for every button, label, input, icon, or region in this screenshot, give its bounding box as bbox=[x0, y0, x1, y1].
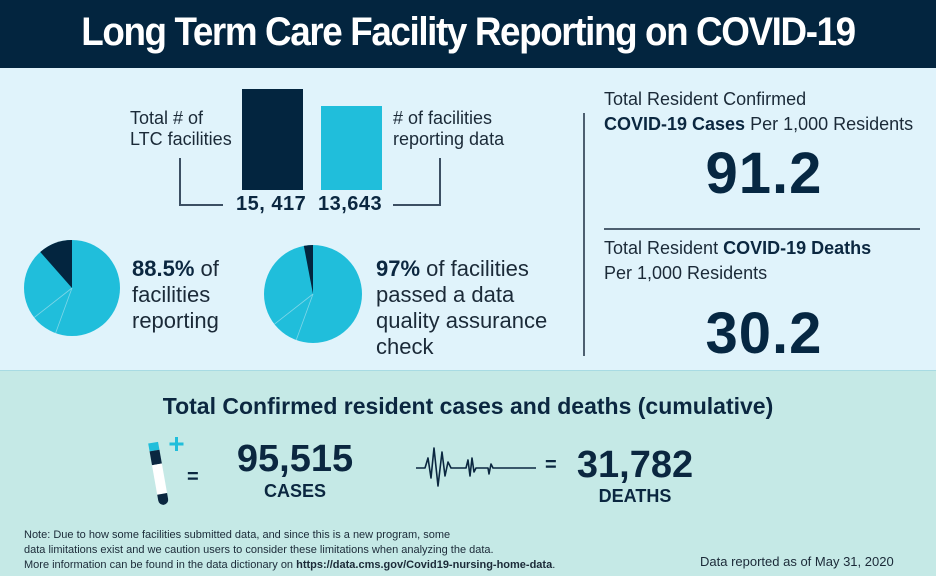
cases-rate-value: 91.2 bbox=[705, 141, 823, 206]
total-facilities-label: Total # of LTC facilities bbox=[130, 108, 232, 150]
data-dictionary-link[interactable]: https://data.cms.gov/Covid19-nursing-hom… bbox=[296, 559, 553, 571]
report-date: Data reported as of May 31, 2020 bbox=[700, 554, 894, 569]
vertical-divider bbox=[583, 113, 585, 356]
quality-pie-slice-remaining bbox=[303, 245, 313, 294]
deaths-equals: = bbox=[545, 454, 557, 476]
reporting-facilities-label: # of facilities reporting data bbox=[393, 108, 504, 150]
quality-text-line4: check bbox=[376, 334, 434, 359]
reporting-text-rest: of bbox=[194, 256, 219, 281]
page-title: Long Term Care Facility Reporting on COV… bbox=[81, 10, 856, 54]
footnote-line2: data limitations exist and we caution us… bbox=[24, 544, 494, 556]
header-banner: Long Term Care Facility Reporting on COV… bbox=[0, 0, 936, 68]
cases-equals: = bbox=[187, 466, 199, 488]
reporting-text-line2: facilities bbox=[132, 282, 211, 307]
right-bracket bbox=[393, 158, 441, 206]
total-label-line2: LTC facilities bbox=[130, 129, 232, 149]
heartbeat-flatline-icon bbox=[416, 447, 536, 487]
reporting-pie-chart bbox=[24, 240, 120, 336]
quality-pie-slice-edge bbox=[274, 293, 314, 325]
reporting-label-line1: # of facilities bbox=[393, 108, 493, 128]
deaths-rate-value: 30.2 bbox=[705, 301, 823, 366]
reporting-facilities-bar bbox=[321, 106, 382, 190]
cumulative-title: Total Confirmed resident cases and death… bbox=[162, 393, 774, 419]
quality-text-line3: quality assurance bbox=[376, 308, 548, 333]
cumulative-deaths-value: 31,782 bbox=[576, 444, 694, 486]
quality-text-rest: of facilities bbox=[420, 256, 529, 281]
total-facilities-value: 15, 417 bbox=[236, 193, 307, 215]
cumulative-cases-value: 95,515 bbox=[236, 438, 354, 480]
total-label-line1: Total # of bbox=[130, 108, 204, 128]
cases-rate-label-rest: Per 1,000 Residents bbox=[745, 114, 914, 134]
footnote: Note: Due to how some facilities submitt… bbox=[24, 528, 555, 573]
quality-percent: 97% bbox=[376, 256, 421, 281]
left-bracket bbox=[179, 158, 223, 206]
deaths-rate-label-bold: COVID-19 Deaths bbox=[723, 238, 872, 258]
reporting-facilities-value: 13,643 bbox=[318, 193, 383, 215]
reporting-percent: 88.5% bbox=[132, 256, 195, 281]
cases-rate-label: Total Resident Confirmed COVID-19 Cases … bbox=[604, 87, 913, 137]
quality-pie-slice-edge bbox=[295, 293, 314, 341]
reporting-label-line2: reporting data bbox=[393, 129, 505, 149]
deaths-rate-label-line2: Per 1,000 Residents bbox=[604, 263, 768, 283]
quality-pie-text: 97% of facilities passed a data quality … bbox=[376, 256, 547, 360]
footnote-line1: Note: Due to how some facilities submitt… bbox=[24, 529, 451, 541]
total-facilities-bar bbox=[242, 89, 303, 190]
deaths-rate-label-pre: Total Resident bbox=[604, 238, 724, 258]
cases-rate-label-line1: Total Resident Confirmed bbox=[604, 89, 807, 109]
summary-panel bbox=[0, 68, 936, 370]
quality-pie-chart bbox=[264, 245, 362, 343]
reporting-pie-text: 88.5% of facilities reporting bbox=[132, 256, 219, 334]
cumulative-cases-caption: CASES bbox=[263, 481, 326, 501]
horizontal-divider bbox=[604, 228, 920, 230]
cumulative-deaths-caption: DEATHS bbox=[598, 486, 672, 506]
deaths-rate-label: Total Resident COVID-19 Deaths Per 1,000… bbox=[604, 236, 871, 286]
footnote-line3-end: . bbox=[552, 559, 556, 571]
cases-rate-label-bold: COVID-19 Cases bbox=[604, 114, 746, 134]
test-tube-plus-icon bbox=[148, 437, 184, 505]
reporting-pie-slice-edge bbox=[55, 287, 73, 334]
reporting-pie-slice-remaining bbox=[40, 240, 72, 288]
reporting-text-line3: reporting bbox=[132, 308, 219, 333]
reporting-pie-slice-edge bbox=[33, 287, 73, 318]
quality-text-line2: passed a data bbox=[376, 282, 515, 307]
footnote-line3: More information can be found in the dat… bbox=[24, 559, 297, 571]
